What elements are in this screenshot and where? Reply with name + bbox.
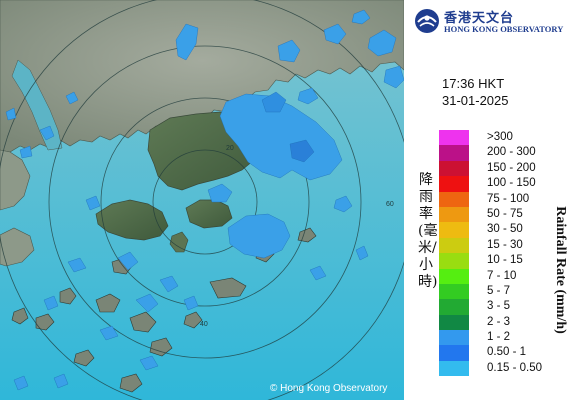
hko-logo[interactable]: 香港天文台 HONG KONG OBSERVATORY (414, 6, 574, 40)
logo-name-zh: 香港天文台 (444, 11, 515, 26)
legend-label: 150 - 200 (487, 161, 536, 174)
lantau-island (95, 199, 169, 241)
legend-swatch (439, 253, 469, 269)
legend-swatch (439, 314, 469, 331)
radar-echoes (5, 9, 404, 391)
range-rings (0, 0, 404, 400)
radar-map-svg: 20 40 60 (0, 0, 404, 400)
ring-label-20: 20 (226, 145, 234, 152)
timestamp-date: 31-01-2025 (442, 93, 509, 108)
legend-label: 7 - 10 (487, 269, 517, 282)
copyright-notice: © Hong Kong Observatory (270, 383, 388, 394)
legend-swatch (439, 145, 469, 161)
legend-label: >300 (487, 131, 513, 143)
legend-label: 5 - 7 (487, 284, 511, 297)
legend-swatch (439, 360, 469, 377)
legend-title-en: Rainfall Rate (mm/h) (553, 206, 568, 334)
west-land (0, 149, 31, 211)
legend-swatch (439, 237, 469, 254)
legend-swatch (439, 130, 469, 146)
legend-title-zh: 降雨率(毫米/小時) (418, 172, 438, 290)
legend-label: 50 - 75 (487, 207, 523, 220)
hko-logo-icon (415, 9, 439, 33)
legend-label: 75 - 100 (487, 192, 530, 205)
legend-swatch (439, 206, 469, 223)
legend-swatch (439, 222, 469, 238)
legend-label: 2 - 3 (487, 315, 511, 328)
legend-swatch (439, 268, 469, 284)
legend-swatch (439, 299, 469, 315)
legend-label: 1 - 2 (487, 331, 511, 344)
logo-name-en: HONG KONG OBSERVATORY (444, 24, 564, 34)
legend-swatch (439, 191, 469, 207)
legend-label: 3 - 5 (487, 300, 511, 313)
outlying-islands (11, 227, 317, 393)
legend-swatch (439, 176, 469, 192)
lamma-island (169, 231, 189, 253)
ring-label-60: 60 (386, 201, 394, 208)
legend-swatch (439, 160, 469, 177)
radar-map[interactable]: 20 40 60 © Hong Kong Observatory (0, 0, 404, 400)
hong-kong-island (185, 199, 233, 229)
legend-label: 15 - 30 (487, 238, 523, 251)
legend-swatch (439, 283, 469, 300)
legend-label: 200 - 300 (487, 146, 536, 159)
legend-label: 100 - 150 (487, 177, 536, 190)
west-land-2 (0, 227, 35, 267)
legend-swatch (439, 345, 469, 361)
legend-label: 0.50 - 1 (487, 346, 526, 359)
timestamp-time: 17:36 HKT (442, 76, 505, 91)
legend-label: 30 - 50 (487, 223, 523, 236)
ring-label-40: 40 (200, 321, 208, 328)
legend-label: 10 - 15 (487, 254, 523, 267)
legend-title-en-wrap: Rainfall Rate (mm/h) (550, 170, 570, 370)
legend-label: 0.15 - 0.50 (487, 361, 542, 374)
legend-swatch (439, 330, 469, 346)
legend-panel: 香港天文台 HONG KONG OBSERVATORY 17:36 HKT 31… (404, 0, 577, 400)
